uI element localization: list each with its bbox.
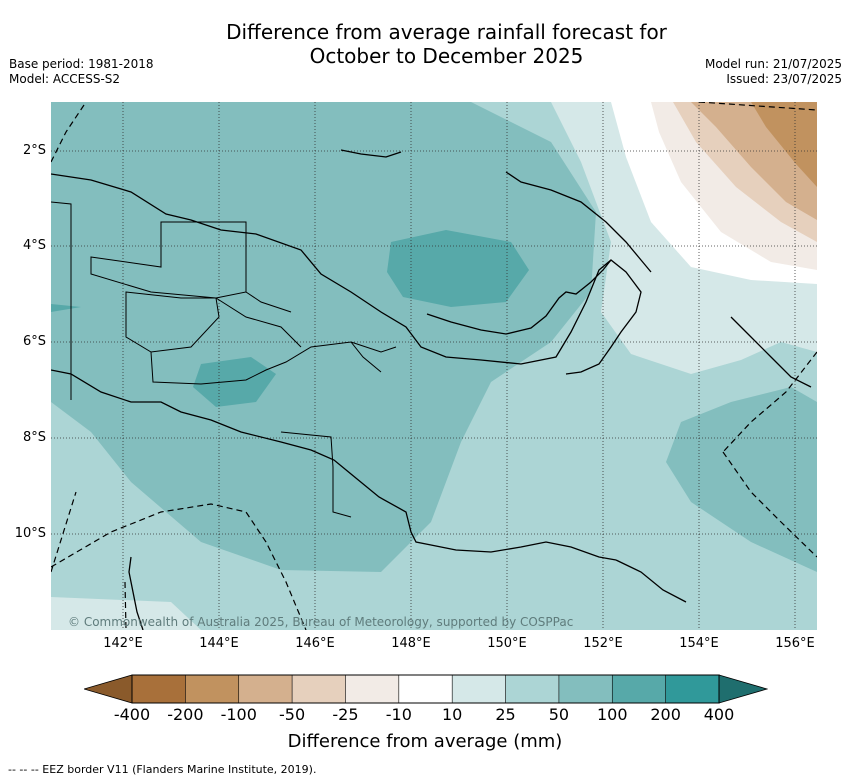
eez-borders xyxy=(51,102,817,630)
lon-tick-152e: 152°E xyxy=(583,636,623,651)
meta-left: Base period: 1981-2018 Model: ACCESS-S2 xyxy=(9,57,154,87)
lat-tick-6s: 6°S xyxy=(22,334,46,349)
colorbar-label: -10 xyxy=(385,705,412,724)
eez-footnote: -- -- -- EEZ border V11 (Flanders Marine… xyxy=(8,763,317,776)
colorbar-cell xyxy=(665,674,720,704)
colorbar-label: 400 xyxy=(703,705,735,724)
colorbar-cell xyxy=(505,674,560,704)
coast-southern-islands xyxy=(615,559,687,603)
coast-australia-tip xyxy=(128,556,144,630)
title-line-2: October to December 2025 xyxy=(309,44,584,68)
coastlines xyxy=(51,149,812,630)
lat-tick-8s: 8°S xyxy=(22,430,46,445)
copyright-text: © Commonwealth of Australia 2025, Bureau… xyxy=(68,615,573,629)
lon-tick-150e: 150°E xyxy=(487,636,527,651)
coast-new-guinea-north xyxy=(51,173,642,375)
colorbar xyxy=(84,674,768,704)
colorbar-cells xyxy=(131,674,720,704)
wet-patch-100-200-central xyxy=(193,357,276,407)
colorbar-frame xyxy=(131,674,720,704)
colorbar-label: -25 xyxy=(332,705,359,724)
title-line-1: Difference from average rainfall forecas… xyxy=(226,20,667,44)
lat-tick-2s: 2°S xyxy=(22,143,46,158)
meta-right: Model run: 21/07/2025 Issued: 23/07/2025 xyxy=(705,57,842,87)
model-run-text: Model run: 21/07/2025 xyxy=(704,57,842,71)
lon-tick-156e: 156°E xyxy=(775,636,815,651)
lat-tick-4s: 4°S xyxy=(22,238,46,253)
lon-tick-144e: 144°E xyxy=(199,636,239,651)
coast-new-guinea-south xyxy=(51,369,617,561)
colorbar-cell xyxy=(238,674,293,704)
lon-tick-148e: 148°E xyxy=(391,636,431,651)
colorbar-label: 200 xyxy=(650,705,681,724)
colorbar-label: -100 xyxy=(220,705,257,724)
wet-patch-100-200-west xyxy=(51,304,81,312)
colorbar-label: -50 xyxy=(279,705,306,724)
colorbar-cell xyxy=(345,674,400,704)
coast-manus xyxy=(340,149,402,158)
coast-bougainville xyxy=(730,316,812,388)
lon-tick-142e: 142°E xyxy=(103,636,143,651)
model-text: Model: ACCESS-S2 xyxy=(9,72,121,86)
lat-tick-10s: 10°S xyxy=(14,526,46,541)
colorbar-label: 100 xyxy=(596,705,628,724)
colorbar-cell xyxy=(131,674,187,704)
colorbar-cell xyxy=(451,674,507,704)
colorbar-cell xyxy=(398,674,453,704)
colorbar-arrow-high xyxy=(718,674,768,704)
colorbar-title: Difference from average (mm) xyxy=(287,731,563,752)
lon-tick-146e: 146°E xyxy=(295,636,335,651)
lon-tick-154e: 154°E xyxy=(679,636,719,651)
colorbar-label: 25 xyxy=(495,705,516,724)
colorbar-label: 10 xyxy=(441,705,463,724)
wet-patch-100-200-north xyxy=(387,230,529,307)
colorbar-label: -400 xyxy=(113,705,151,724)
issued-text: Issued: 23/07/2025 xyxy=(726,72,842,86)
rainfall-map: © Commonwealth of Australia 2025, Bureau… xyxy=(51,102,817,630)
wet-patch-50-100-east xyxy=(666,387,817,572)
province-borders xyxy=(51,201,397,518)
colorbar-cell xyxy=(291,674,347,704)
coast-new-ireland xyxy=(505,171,652,273)
colorbar-label: -200 xyxy=(167,705,204,724)
map-title: Difference from average rainfall forecas… xyxy=(0,20,850,68)
dry-region-200-100 xyxy=(751,102,817,187)
colorbar-cell xyxy=(185,674,240,704)
colorbar-cell xyxy=(558,674,614,704)
coast-new-britain xyxy=(426,259,612,335)
colorbar-cell xyxy=(611,674,667,704)
colorbar-arrow-low xyxy=(84,674,133,704)
colorbar-label: 50 xyxy=(548,705,570,724)
base-period-text: Base period: 1981-2018 xyxy=(9,57,154,71)
